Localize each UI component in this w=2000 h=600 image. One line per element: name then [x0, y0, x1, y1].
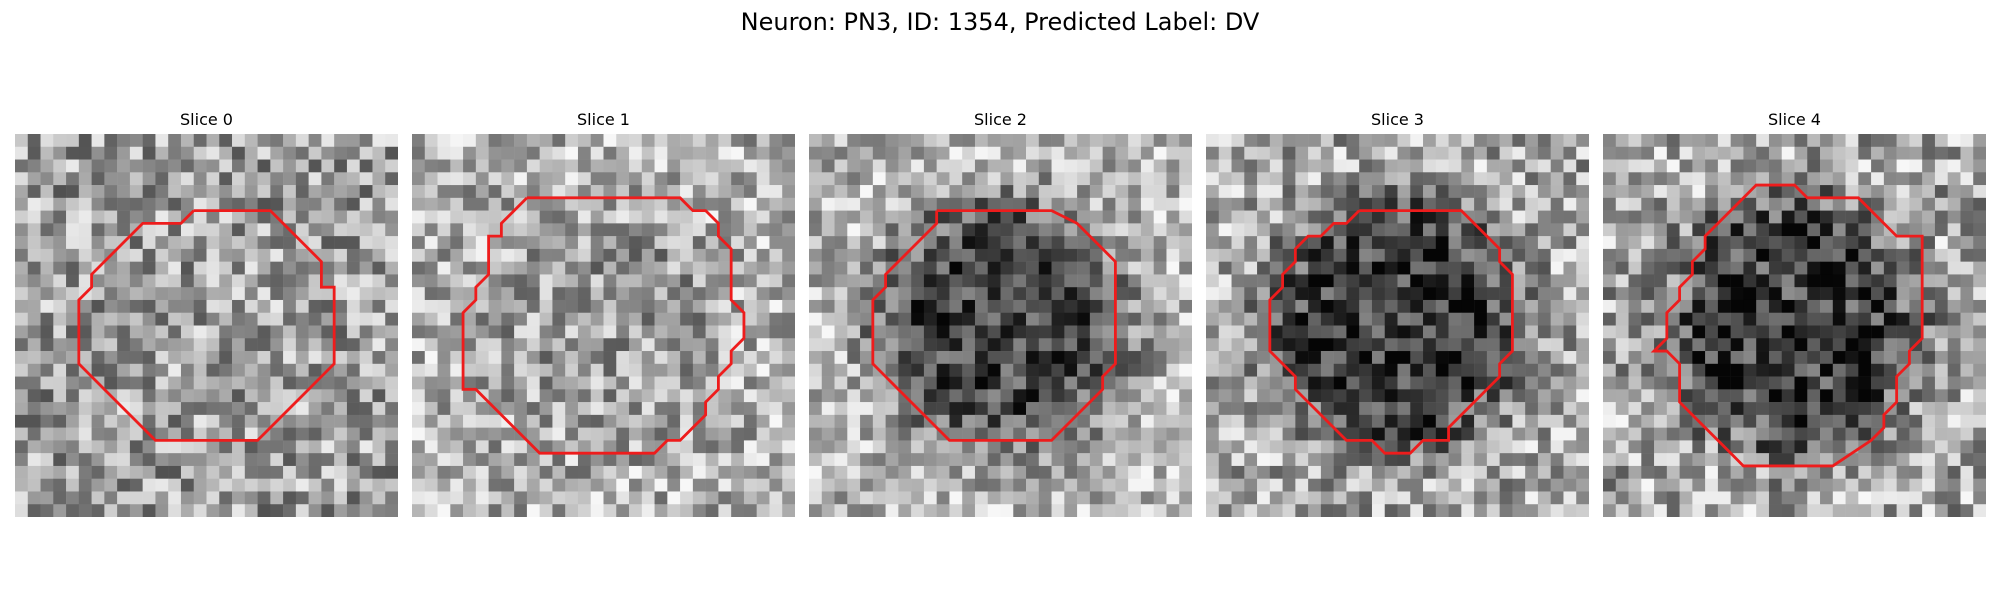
- slice-title-3: Slice 3: [1371, 110, 1424, 129]
- neuron-contour: [1650, 183, 1924, 468]
- neuron-contour: [1268, 209, 1514, 455]
- slice-panel-1: Slice 1: [412, 110, 795, 530]
- neuron-contour: [77, 209, 336, 442]
- slice-title-4: Slice 4: [1768, 110, 1821, 129]
- neuron-contour: [871, 209, 1117, 442]
- pixel-grid: [1603, 134, 1986, 517]
- slice-image-1: [412, 134, 795, 517]
- slice-image-0: [15, 134, 398, 517]
- pixel-grid: [15, 134, 398, 517]
- slice-title-0: Slice 0: [180, 110, 233, 129]
- slice-panel-4: Slice 4: [1603, 110, 1986, 530]
- slice-title-1: Slice 1: [577, 110, 630, 129]
- slice-panel-0: Slice 0: [15, 110, 398, 530]
- slice-panel-2: Slice 2: [809, 110, 1192, 530]
- slice-panel-3: Slice 3: [1206, 110, 1589, 530]
- slice-image-3: [1206, 134, 1589, 517]
- figure-title: Neuron: PN3, ID: 1354, Predicted Label: …: [740, 8, 1260, 36]
- slice-title-2: Slice 2: [974, 110, 1027, 129]
- pixel-grid: [412, 134, 795, 517]
- neuron-contour: [461, 196, 746, 455]
- pixel-grid: [1206, 134, 1589, 517]
- slice-image-2: [809, 134, 1192, 517]
- pixel-grid: [809, 134, 1192, 517]
- slice-image-4: [1603, 134, 1986, 517]
